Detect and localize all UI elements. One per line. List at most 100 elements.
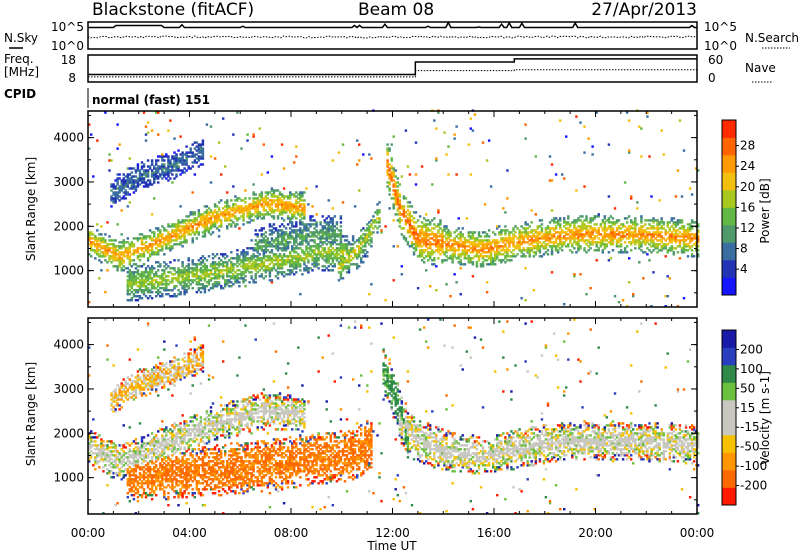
power-cell (195, 157, 199, 160)
power-cell (591, 227, 594, 230)
power-cell (163, 173, 166, 176)
velocity-cell (92, 444, 95, 447)
power-cell (609, 221, 613, 224)
power-cell (254, 261, 257, 264)
power-cell (471, 247, 475, 250)
power-cell (343, 261, 347, 264)
power-cell (337, 257, 341, 260)
power-cell (124, 249, 127, 252)
power-cell (335, 223, 339, 226)
power-cell (291, 271, 294, 274)
power-cell (118, 173, 121, 176)
power-cell (518, 249, 521, 252)
power-cell (650, 251, 653, 254)
power-cell (150, 253, 154, 256)
power-cell (157, 133, 160, 136)
power-cell (299, 227, 302, 230)
power-cell (666, 249, 669, 252)
power-cell (100, 255, 103, 258)
power-cell (203, 235, 207, 238)
power-cell (264, 247, 268, 250)
power-cell (607, 235, 611, 238)
power-cell (173, 169, 176, 172)
power-cell (420, 249, 424, 252)
power-cell (339, 249, 343, 252)
power-cell (469, 231, 473, 234)
power-cell (630, 221, 633, 224)
power-cell (483, 251, 487, 254)
power-cell (293, 237, 296, 240)
power-cell (185, 277, 188, 280)
power-cell (384, 225, 387, 228)
power-cell (159, 291, 162, 294)
power-cell (274, 237, 278, 240)
power-cell (159, 241, 162, 244)
power-cell (124, 197, 127, 200)
power-cell (603, 225, 607, 228)
power-cell (522, 253, 525, 256)
power-cell (284, 243, 288, 246)
power-cell (660, 219, 663, 222)
power-cell (205, 209, 209, 212)
power-cell (136, 163, 140, 166)
power-cell (404, 239, 408, 242)
power-cell (688, 227, 692, 230)
power-cell (617, 239, 621, 242)
velocity-cell (112, 396, 115, 399)
power-cell (457, 249, 460, 252)
power-cell (150, 277, 154, 280)
power-cell (282, 263, 286, 266)
power-cell (217, 257, 221, 260)
power-cell (134, 171, 138, 174)
power-cell (660, 235, 663, 238)
power-cell (203, 205, 207, 208)
power-cell (648, 227, 651, 230)
power-cell (587, 241, 590, 244)
power-cell (412, 211, 416, 214)
power-cell (339, 243, 343, 246)
power-cell (256, 197, 259, 200)
power-cell (163, 227, 166, 230)
power-cell (483, 239, 487, 242)
power-cell (479, 253, 483, 256)
power-cell (443, 251, 446, 254)
power-cell (187, 273, 190, 276)
power-cell (575, 229, 578, 232)
velocity-cell (124, 446, 127, 449)
velocity-cell (126, 482, 130, 485)
power-cell (242, 267, 245, 270)
power-cell (291, 203, 294, 206)
power-cell (650, 245, 653, 248)
power-cell (534, 213, 538, 216)
freq-label-line1: Freq. (4, 52, 34, 66)
power-cell (189, 223, 192, 226)
power-cell (150, 251, 154, 254)
power-cell (550, 241, 554, 244)
velocity-cell (88, 452, 91, 455)
power-cell (479, 235, 483, 238)
power-cell (321, 233, 324, 236)
power-cell (625, 221, 629, 224)
power-cell (114, 247, 117, 250)
power-cell (416, 237, 420, 240)
power-cell (406, 205, 410, 208)
velocity-cell (114, 466, 117, 469)
power-cell (331, 257, 335, 260)
power-cell (530, 237, 533, 240)
power-cell (161, 277, 164, 280)
power-cell (167, 173, 170, 176)
power-cell (280, 205, 284, 208)
power-cell (471, 263, 475, 266)
power-cell (120, 269, 123, 272)
power-cell (250, 275, 253, 278)
power-cell (90, 245, 93, 248)
velocity-cell (126, 470, 130, 473)
power-cell (171, 155, 174, 158)
power-cell (325, 221, 328, 224)
power-cell (589, 243, 592, 246)
power-cell (169, 165, 172, 168)
power-cell (153, 251, 156, 254)
power-cell (173, 285, 176, 288)
power-cell (544, 231, 548, 234)
power-cell (469, 251, 473, 254)
